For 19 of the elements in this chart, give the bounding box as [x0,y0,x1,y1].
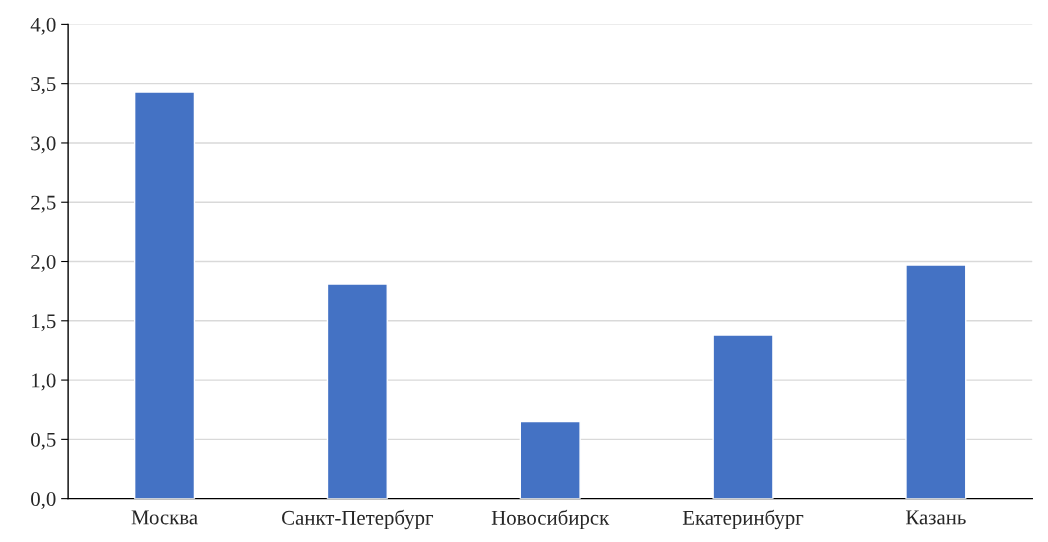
x-tick-label: Новосибирск [491,509,610,530]
y-tick-label: 2,5 [31,195,56,213]
x-tick-label: Санкт-Петербург [282,509,434,530]
bar [905,264,967,499]
y-tick-label: 2,0 [31,254,56,272]
y-tick-label: 4,0 [30,17,56,35]
y-tick-label: 0,5 [31,432,56,450]
x-tick-label: Москва [131,510,198,525]
y-tick-label: 1,5 [32,314,56,332]
x-tick-label: Екатеринбург [682,509,804,530]
bar [712,334,774,499]
y-tick-label: 3,0 [31,136,56,154]
y-tick-label: 0,0 [31,492,56,510]
y-tick-label: 3,5 [31,77,56,95]
bar [519,420,581,499]
x-tick-label: Казань [905,510,966,525]
y-tick-label: 1,0 [32,373,56,391]
bar [133,91,196,499]
bar [326,283,388,499]
